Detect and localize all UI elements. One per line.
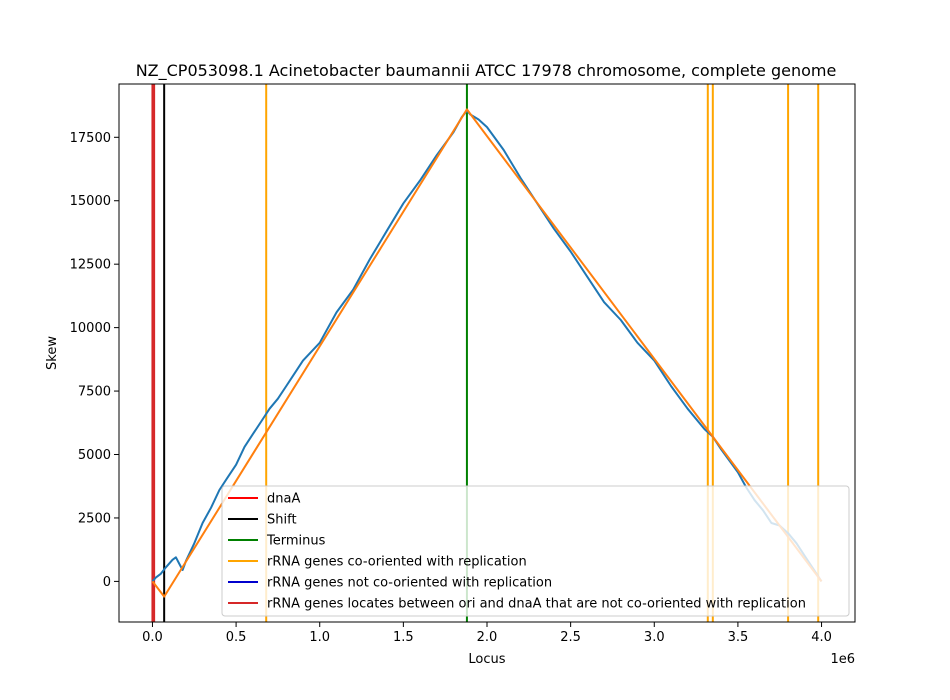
x-tick-label-8: 4.0 xyxy=(811,630,832,645)
y-tick-label-3: 7500 xyxy=(78,385,111,400)
x-tick-label-4: 2.0 xyxy=(477,630,498,645)
x-axis: 0.0 0.5 1.0 1.5 2.0 2.5 3.0 3.5 4.0 xyxy=(142,622,832,645)
x-tick-label-2: 1.0 xyxy=(309,630,330,645)
y-tick-label-6: 15000 xyxy=(70,194,111,209)
x-tick-label-7: 3.5 xyxy=(728,630,749,645)
series-line-1 xyxy=(151,108,823,598)
data-series xyxy=(151,108,823,598)
y-axis-label: Skew xyxy=(45,336,60,370)
chart-title: NZ_CP053098.1 Acinetobacter baumannii AT… xyxy=(136,61,837,81)
y-tick-label-1: 2500 xyxy=(78,511,111,526)
y-tick-label-7: 17500 xyxy=(70,131,111,146)
x-tick-label-5: 2.5 xyxy=(560,630,581,645)
legend: dnaA Shift Terminus rRNA genes co-oriented … xyxy=(221,485,850,617)
y-tick-label-4: 10000 xyxy=(70,321,111,336)
y-axis: 0 2500 5000 7500 10000 12500 15000 17500 xyxy=(70,131,119,590)
legend-label-1: Shift xyxy=(267,513,297,528)
x-tick-label-6: 3.0 xyxy=(644,630,665,645)
legend-label-0: dnaA xyxy=(267,492,300,507)
legend-label-4: rRNA genes not co-oriented with replicat… xyxy=(267,576,552,591)
legend-label-2: Terminus xyxy=(266,534,326,549)
legend-label-3: rRNA genes co-oriented with replication xyxy=(267,555,527,570)
legend-box xyxy=(221,485,850,617)
x-axis-label: Locus xyxy=(468,652,505,667)
x-tick-label-1: 0.5 xyxy=(226,630,247,645)
y-tick-label-5: 12500 xyxy=(70,258,111,273)
x-tick-label-0: 0.0 xyxy=(142,630,163,645)
x-axis-offset-label: 1e6 xyxy=(830,652,855,667)
y-tick-label-2: 5000 xyxy=(78,448,111,463)
legend-label-5: rRNA genes locates between ori and dnaA … xyxy=(267,597,806,612)
y-tick-label-0: 0 xyxy=(103,575,111,590)
x-tick-label-3: 1.5 xyxy=(393,630,414,645)
